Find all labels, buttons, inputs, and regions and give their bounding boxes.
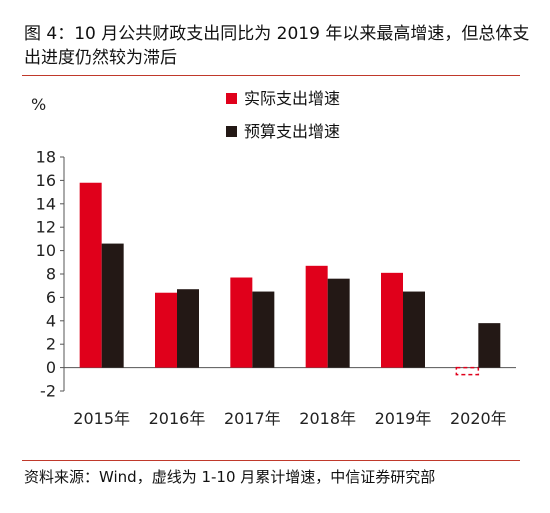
- x-tick-label: 2015年: [73, 409, 130, 428]
- y-tick-label: 6: [46, 288, 56, 307]
- legend-swatch: [226, 126, 237, 137]
- x-tick-label: 2016年: [149, 409, 206, 428]
- bar-actual-5: [381, 272, 403, 368]
- x-tick-label: 2018年: [299, 409, 356, 428]
- bar-budget-5: [403, 291, 425, 368]
- title-divider: [22, 75, 520, 76]
- x-tick-label: 2017年: [224, 409, 281, 428]
- bar-actual-2: [155, 292, 177, 368]
- legend-swatch: [226, 93, 237, 104]
- bar-actual-6: [455, 366, 480, 376]
- source-divider: [22, 460, 520, 461]
- y-tick-label: 2: [46, 335, 56, 354]
- x-tick-label: 2020年: [450, 409, 507, 428]
- bar-actual-4: [305, 265, 328, 368]
- source-note: 资料来源：Wind，虚线为 1-10 月累计增速，中信证券研究部: [24, 468, 436, 486]
- bar-actual-3: [230, 277, 253, 368]
- chart-title: 图 4：10 月公共财政支出同比为 2019 年以来最高增速，但总体支出进度仍然…: [24, 24, 530, 68]
- axes: [63, 157, 516, 391]
- y-tick-label: 0: [46, 358, 56, 377]
- y-tick-label: 16: [36, 171, 56, 190]
- y-tick-label: 4: [46, 311, 56, 330]
- y-tick-label: 14: [36, 194, 56, 213]
- y-tick-label: 8: [46, 265, 56, 284]
- bar-budget-2: [177, 289, 199, 368]
- bar-actual-1: [79, 182, 102, 368]
- legend-label: 预算支出增速: [244, 122, 340, 141]
- y-tick-label: 10: [36, 241, 56, 260]
- y-tick-label: 18: [36, 148, 56, 167]
- bar-budget-4: [327, 278, 350, 368]
- y-tick-labels: 18 16 14 12 10 8 6 4 2 0 -2: [36, 148, 64, 401]
- bar-budget-3: [252, 291, 275, 368]
- y-tick-label: 12: [36, 218, 56, 237]
- x-tick-labels: 2015年 2016年 2017年 2018年 2019年 2020年: [73, 409, 506, 428]
- x-tick-label: 2019年: [375, 409, 432, 428]
- bar-budget-6: [478, 323, 501, 368]
- legend-label: 实际支出增速: [244, 89, 340, 108]
- y-tick-label: -2: [40, 382, 56, 401]
- bars: [79, 182, 501, 376]
- y-unit-label: %: [31, 95, 46, 114]
- bar-budget-1: [101, 243, 124, 368]
